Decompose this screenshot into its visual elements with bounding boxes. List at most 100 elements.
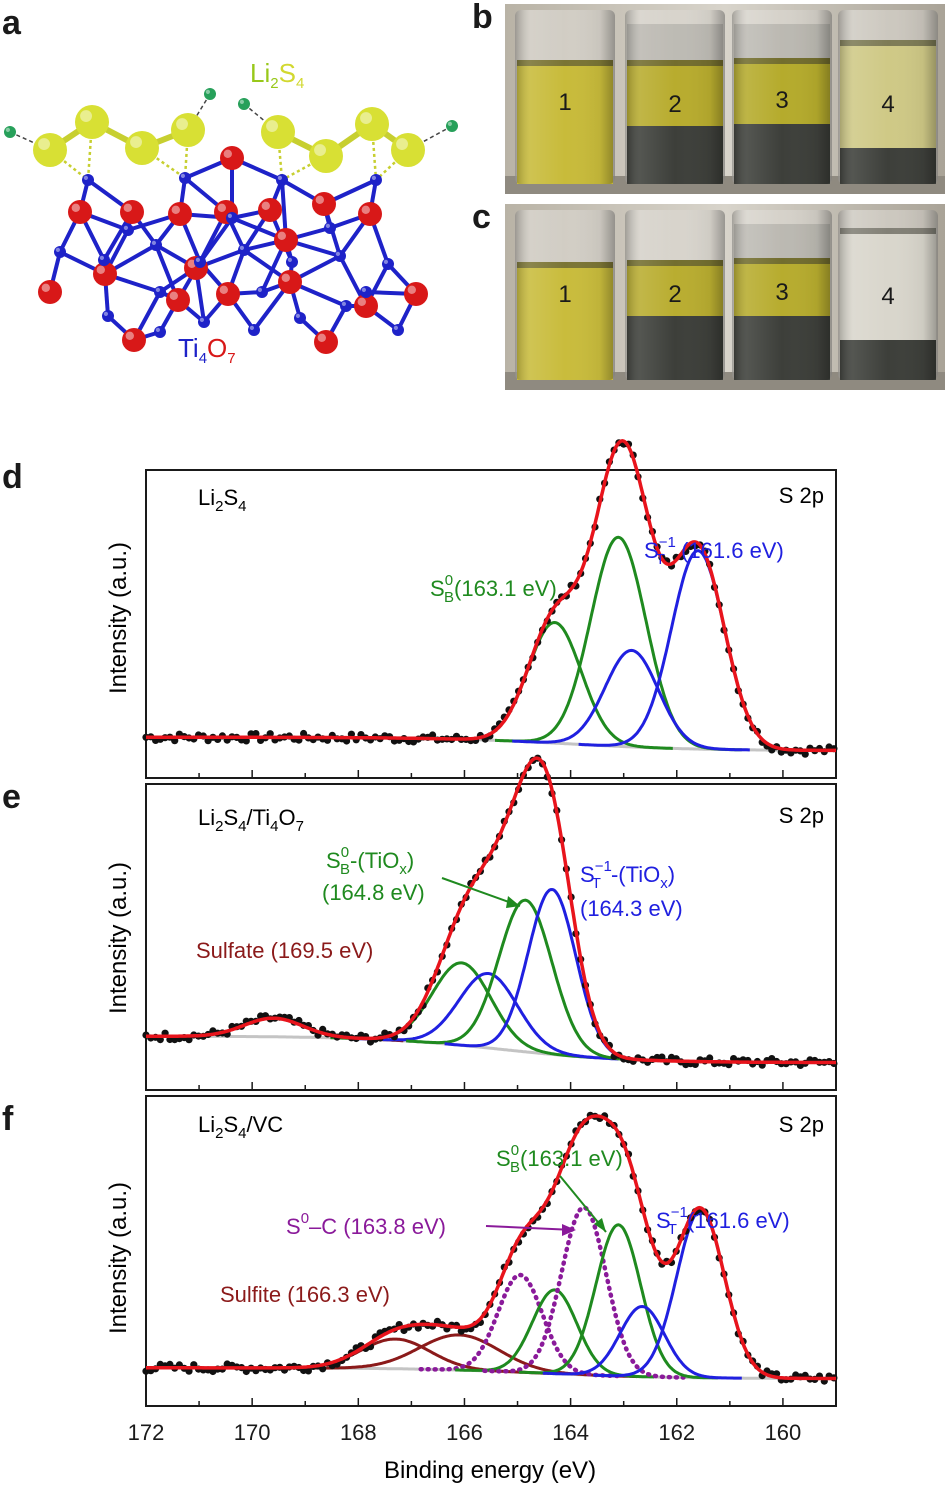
li2s4-molecule-label: Li2S4 xyxy=(250,58,304,92)
plot-frame xyxy=(145,783,837,1091)
titanium-atom xyxy=(154,286,166,298)
titanium-atom xyxy=(82,174,94,186)
vial-number-label: 1 xyxy=(558,89,571,116)
x-tick-label: 170 xyxy=(234,1420,271,1445)
titanium-atom-highlight xyxy=(249,325,254,330)
oxygen-atom-highlight xyxy=(277,231,286,240)
titanium-atom-highlight xyxy=(103,311,108,316)
plot-frame xyxy=(145,1095,837,1407)
vial-shading xyxy=(838,210,938,380)
oxygen-atom xyxy=(314,330,338,354)
oxygen-atom-highlight xyxy=(169,291,178,300)
oxygen-atom-highlight xyxy=(217,203,226,212)
titanium-atom xyxy=(340,300,352,312)
data-point xyxy=(252,730,260,738)
fit-envelope xyxy=(146,439,836,753)
lithium-atom xyxy=(238,98,250,110)
annotation-sb-f: S0 B(163.1 eV) xyxy=(496,1142,623,1176)
photo-table xyxy=(505,372,945,390)
titanium-atom xyxy=(154,326,166,338)
oxygen-atom-highlight xyxy=(123,203,132,212)
oxygen-atom xyxy=(312,192,336,216)
titanium-atom xyxy=(238,244,250,256)
panel-label-f: f xyxy=(2,1100,14,1138)
annotation-sb-tiox: S0 B-(TiOx) xyxy=(326,844,414,878)
sample-label-f: Li2S4/VC xyxy=(198,1112,283,1142)
sulfur-atom-highlight xyxy=(314,144,326,156)
annotation-arrowhead-e xyxy=(506,896,520,908)
photo-table xyxy=(505,176,945,194)
data-point xyxy=(266,730,274,738)
fit-component xyxy=(482,1205,686,1380)
titanium-atom xyxy=(98,254,110,266)
li-s-interaction xyxy=(407,125,453,151)
fit-component xyxy=(357,972,619,1061)
titanium-atom-highlight xyxy=(341,301,346,306)
annotation-sulfate: Sulfate (169.5 eV) xyxy=(196,938,373,963)
sulfur-atom xyxy=(309,139,343,173)
sulfur-atom xyxy=(171,113,205,147)
vial-number-label: 2 xyxy=(668,91,681,118)
oxygen-atom-highlight xyxy=(281,273,290,282)
region-label-e: S 2p xyxy=(779,803,824,828)
annotation-st-f: S−1 T (161.6 eV) xyxy=(656,1204,790,1238)
xps-panel-e xyxy=(142,754,838,1091)
x-tick-label: 160 xyxy=(765,1420,802,1445)
annotation-s0c: S0–C (163.8 eV) xyxy=(286,1210,446,1239)
titanium-atom-highlight xyxy=(287,257,292,262)
titanium-atom xyxy=(226,212,238,224)
fit-component xyxy=(578,549,817,752)
annotation-sb-tiox-energy: (164.8 eV) xyxy=(322,880,425,905)
fit-envelope xyxy=(146,756,836,1065)
data-point xyxy=(242,737,250,745)
oxygen-atom xyxy=(122,328,146,352)
vial-shading xyxy=(732,10,832,184)
sample-label-e: Li2S4/Ti4O7 xyxy=(198,805,304,835)
titanium-atom xyxy=(324,222,336,234)
s-ti-interaction xyxy=(86,121,94,181)
panel-label-d: d xyxy=(2,458,23,496)
titanium-atom xyxy=(276,174,288,186)
titanium-atom xyxy=(179,172,191,184)
data-point xyxy=(801,750,809,758)
titanium-atom-highlight xyxy=(361,287,366,292)
sulfur-atom xyxy=(391,133,425,167)
panel-label-c: c xyxy=(472,198,491,236)
vials-photo-c: 1 2 3 4 xyxy=(505,204,945,390)
vial-number-label: 4 xyxy=(881,283,894,310)
oxygen-atom-highlight xyxy=(361,205,370,214)
vial-number-label: 3 xyxy=(775,279,788,306)
titanium-atom-highlight xyxy=(383,259,388,264)
annotation-st-tiox: S−1 T -(TiOx) xyxy=(580,858,675,892)
fit-component xyxy=(405,898,644,1062)
x-tick-label: 162 xyxy=(658,1420,695,1445)
oxygen-atom xyxy=(358,202,382,226)
titanium-atom xyxy=(382,258,394,270)
x-tick-label: 168 xyxy=(340,1420,377,1445)
titanium-atom-highlight xyxy=(239,245,244,250)
titanium-atom-highlight xyxy=(335,251,340,256)
oxygen-atom-highlight xyxy=(315,195,324,204)
vials-photo-b: 1 2 3 4 xyxy=(505,4,945,194)
titanium-atom-highlight xyxy=(151,240,156,245)
sulfur-atom-highlight xyxy=(396,138,408,150)
oxygen-atom xyxy=(68,200,92,224)
oxygen-atom-highlight xyxy=(71,203,81,212)
x-axis-label: Binding energy (eV) xyxy=(384,1457,596,1484)
x-axis-ticks: 172 170 168 166 164 162 160 xyxy=(128,1420,802,1445)
oxygen-atom-highlight xyxy=(223,149,232,158)
panel-label-a: a xyxy=(2,4,22,42)
lithium-atom xyxy=(446,120,458,132)
annotation-st-d: S−1 T (161.6 eV) xyxy=(644,534,784,568)
x-tick-label: 172 xyxy=(128,1420,165,1445)
structure-atoms xyxy=(4,88,458,354)
titanium-atom-highlight xyxy=(295,313,300,318)
oxygen-atom xyxy=(220,146,244,170)
vial-shading xyxy=(515,10,615,184)
x-tick-label: 166 xyxy=(446,1420,483,1445)
oxygen-atom xyxy=(168,202,192,226)
titanium-atom-highlight xyxy=(155,287,160,292)
annotation-sb-d: S0 B(163.1 eV) xyxy=(430,572,557,606)
sulfur-atom-highlight xyxy=(360,112,372,125)
